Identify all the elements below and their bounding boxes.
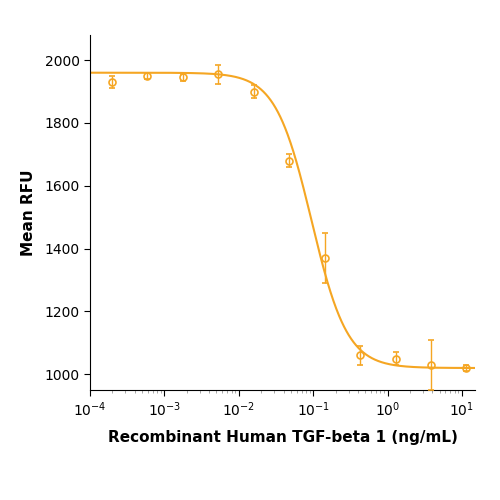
Y-axis label: Mean RFU: Mean RFU	[21, 169, 36, 256]
X-axis label: Recombinant Human TGF-beta 1 (ng/mL): Recombinant Human TGF-beta 1 (ng/mL)	[108, 430, 458, 445]
